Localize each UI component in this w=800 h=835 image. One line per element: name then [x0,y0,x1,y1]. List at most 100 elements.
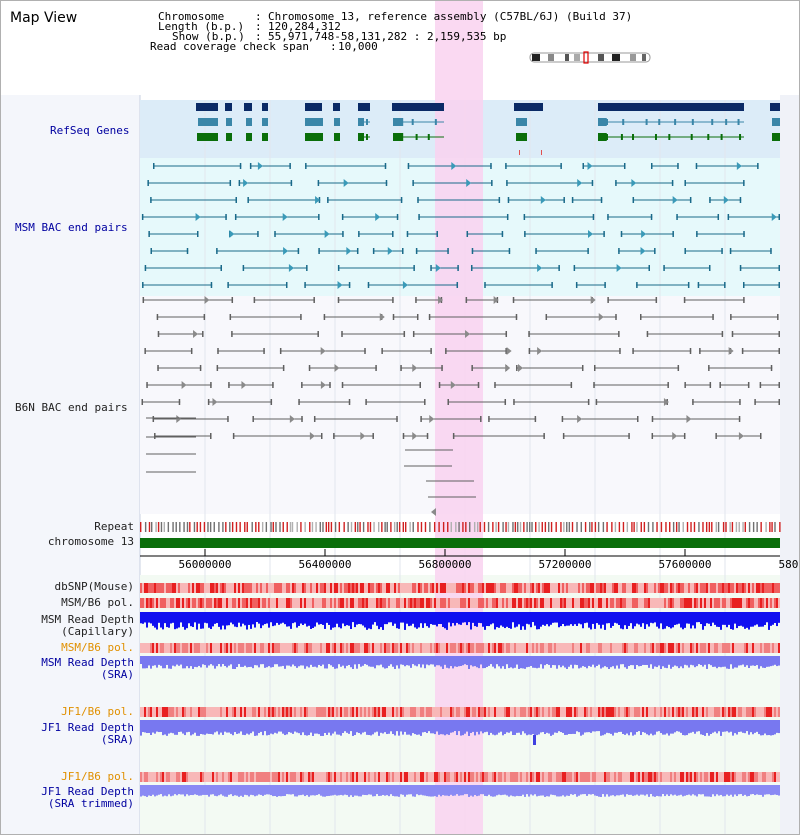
depth-bar [594,656,596,668]
depth-bar [336,612,338,624]
snp-cell [396,772,398,782]
track-label-b6n-bac[interactable]: B6N BAC end pairs [15,401,128,414]
snp-cell [538,583,540,593]
track-label-jf1-depth-sra: JF1 Read Depth [41,721,134,734]
depth-bar [398,656,400,669]
depth-bar [334,612,336,628]
snp-cell [688,643,690,653]
depth-bar [522,656,524,669]
depth-bar [370,656,372,667]
gene-exon [246,133,252,141]
snp-cell [524,772,526,782]
depth-bar [244,785,246,795]
snp-cell [630,598,632,608]
snp-cell [562,707,564,717]
repeat-mark [702,522,704,532]
depth-bar [400,656,402,665]
depth-bar [630,656,632,666]
snp-cell [236,643,238,653]
snp-cell [524,583,526,593]
depth-bar [170,720,172,733]
depth-bar [192,720,194,735]
snp-cell [724,707,726,717]
snp-cell [140,707,142,717]
snp-cell [748,598,750,608]
bac-end [428,314,431,320]
snp-cell [184,583,186,593]
snp-cell [592,707,594,717]
bac-end [741,348,744,354]
snp-cell [554,772,556,782]
repeat-mark [675,522,678,532]
snp-cell [252,598,254,608]
depth-bar [454,720,456,732]
depth-bar [148,656,150,666]
depth-bar [288,612,290,627]
snp-cell [516,583,518,593]
snp-cell [374,598,376,608]
snp-cell [740,583,742,593]
snp-cell [708,772,710,782]
snp-cell [448,643,450,653]
snp-cell [352,707,354,717]
depth-bar [148,720,150,733]
track-label-msm-pol-2: MSM/B6 pol. [61,641,134,654]
repeat-mark [144,522,147,532]
snp-cell [488,643,490,653]
repeat-mark [469,522,471,532]
depth-bar [778,785,780,796]
depth-bar [498,656,500,667]
bac-end [471,248,474,254]
track-label-msm-bac[interactable]: MSM BAC end pairs [15,221,128,234]
snp-cell [402,772,404,782]
depth-bar [438,785,440,795]
depth-bar [634,656,636,669]
snp-cell [604,643,606,653]
snp-cell [602,772,604,782]
depth-bar [426,720,428,734]
bac-end [270,399,273,405]
snp-cell [676,643,678,653]
snp-cell [534,598,536,608]
repeat-mark [286,522,288,532]
repeat-mark [717,522,720,532]
repeat-mark [172,522,174,532]
snp-cell [274,598,276,608]
depth-bar [454,656,456,667]
bac-end [341,331,343,337]
snp-cell [264,707,266,717]
snp-cell [394,643,396,653]
depth-bar [420,612,422,624]
bac-arrow [181,381,187,389]
depth-bar [646,720,648,735]
snp-cell [598,583,600,593]
bac-end [199,365,202,371]
depth-bar [312,785,314,796]
snp-cell [364,583,366,593]
depth-bar [632,720,634,736]
snp-cell [142,598,144,608]
snp-cell [590,583,592,593]
snp-cell [610,707,612,717]
snp-cell [462,583,464,593]
depth-bar [682,612,684,630]
track-label-refseq[interactable]: RefSeq Genes [50,124,130,137]
depth-bar [226,720,228,733]
depth-bar [640,720,642,736]
snp-cell [532,583,534,593]
snp-cell [616,707,618,717]
ideogram-band [532,54,540,61]
bac-end [619,348,621,354]
depth-bar [446,720,448,735]
snp-cell [308,707,310,717]
repeat-mark [393,522,396,532]
depth-bar [528,612,530,625]
depth-bar [220,720,222,733]
gene-exon [366,134,368,140]
snp-cell [472,598,474,608]
snp-cell [672,598,674,608]
snp-cell [632,643,634,653]
snp-cell [710,707,712,717]
snp-cell [672,643,674,653]
